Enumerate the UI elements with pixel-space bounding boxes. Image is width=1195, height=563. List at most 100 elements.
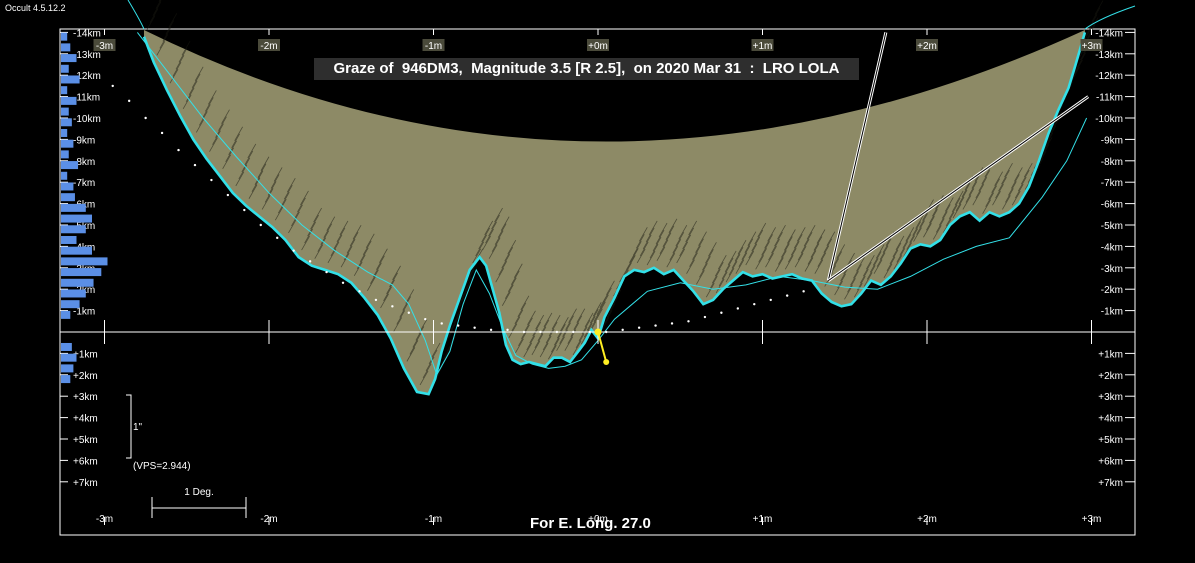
histogram-bar	[61, 150, 69, 159]
y-tick-label-right: -3km	[1101, 264, 1123, 275]
star-path-point	[226, 193, 230, 197]
histogram-bar	[61, 43, 71, 52]
star-path-point	[358, 290, 361, 293]
star-path-point	[687, 320, 690, 323]
x-tick-top-label-bg	[258, 39, 280, 51]
event-marker-line	[597, 331, 608, 363]
histogram-bar	[61, 107, 69, 116]
x-tick-top-label: +2m	[917, 41, 937, 52]
x-tick-top-label-bg	[751, 39, 774, 51]
histogram-bar	[61, 75, 80, 84]
deg-scale-label: 1 Deg.	[184, 487, 213, 498]
star-path-point	[374, 298, 378, 302]
x-tick-top-label: +0m	[588, 41, 608, 52]
x-tick-top-label: -1m	[425, 41, 442, 52]
star-path-point	[243, 208, 246, 212]
arcsec-scale-bar	[126, 394, 132, 459]
histogram-bar	[61, 86, 68, 95]
star-path-point	[506, 328, 509, 332]
chart-title: Graze of 946DM3, Magnitude 3.5 [R 2.5], …	[314, 58, 859, 80]
star-path-point	[736, 307, 740, 310]
y-tick-label-left: -1km	[73, 307, 95, 318]
star-path-point	[341, 281, 345, 284]
star-path-point	[144, 116, 147, 120]
y-tick-label-right: +5km	[1098, 435, 1123, 446]
x-tick-label: +0m	[588, 514, 608, 525]
longitude-label: For E. Long. 27.0	[530, 515, 651, 532]
star-path-point	[111, 84, 114, 88]
star-path-point	[177, 148, 180, 152]
y-tick-label-right: -9km	[1101, 135, 1123, 146]
histogram-bar	[61, 171, 68, 180]
tangent-line-core-0	[827, 32, 887, 281]
limb-edge-line	[142, 32, 1087, 396]
histogram-bar	[61, 235, 77, 244]
histogram-bar	[61, 96, 77, 105]
x-tick-label: +3m	[1082, 514, 1102, 525]
star-path-point	[802, 290, 805, 293]
star-path-point	[785, 294, 789, 297]
y-tick-label-left: -13km	[73, 50, 101, 61]
histogram-bar	[61, 300, 80, 309]
app-title: Occult 4.5.12.2	[5, 3, 66, 13]
x-tick-label: -1m	[425, 514, 442, 525]
y-tick-label-right: -1km	[1101, 307, 1123, 318]
histogram-bar	[61, 54, 77, 63]
y-tick-label-left: -14km	[73, 28, 101, 39]
y-tick-label-right: -14km	[1095, 28, 1123, 39]
x-tick-top-label-bg	[1080, 39, 1103, 51]
histogram-bar	[61, 128, 68, 137]
histogram-bar	[61, 182, 74, 191]
star-path-point	[325, 270, 328, 274]
x-tick-top-label: +1m	[753, 41, 773, 52]
y-tick-label-right: -8km	[1101, 157, 1123, 168]
tangent-line-core-1	[828, 96, 1089, 282]
x-tick-label: -2m	[260, 514, 277, 525]
x-tick-top-label-bg	[587, 39, 609, 51]
x-tick-top-label: -2m	[260, 41, 277, 52]
x-tick-label: +1m	[753, 514, 773, 525]
y-tick-label-right: -5km	[1101, 221, 1123, 232]
y-tick-label-left: +7km	[73, 478, 98, 489]
histogram-bar	[61, 342, 72, 351]
y-tick-label-right: +3km	[1098, 392, 1123, 403]
histogram-bar	[61, 139, 74, 148]
y-tick-label-left: -12km	[73, 71, 101, 82]
outer-limb-arc-right	[1084, 5, 1136, 30]
histogram-bar	[61, 64, 69, 73]
star-path-point	[160, 131, 164, 135]
x-tick-label: -3m	[96, 514, 113, 525]
y-tick-label-left: +2km	[73, 371, 98, 382]
event-end-point	[603, 358, 610, 365]
star-path-point	[407, 311, 411, 314]
star-path-point	[753, 302, 756, 306]
outer-limb-arc-left	[127, 0, 145, 30]
star-path-point	[670, 322, 674, 325]
terrain-texture	[146, 0, 1104, 388]
y-tick-label-left: -9km	[73, 135, 95, 146]
x-tick-top-label: -3m	[96, 41, 113, 52]
histogram-bar	[61, 375, 71, 384]
star-path-point	[440, 322, 443, 325]
histogram-bar	[61, 353, 77, 362]
star-path-point	[456, 324, 460, 327]
star-path-point	[572, 330, 575, 334]
histogram-bar	[61, 32, 68, 41]
histogram-bar	[61, 246, 92, 255]
star-path-point	[555, 330, 559, 334]
limb-terrain	[143, 30, 1085, 395]
y-tick-label-left: +3km	[73, 392, 98, 403]
star-path-point	[292, 249, 295, 252]
x-tick-top-label-bg	[916, 39, 938, 51]
star-path-point	[637, 326, 641, 329]
y-tick-label-right: +7km	[1098, 478, 1123, 489]
star-path-point	[391, 305, 394, 308]
y-tick-label-right: +6km	[1098, 456, 1123, 467]
histogram-bar	[61, 310, 71, 319]
star-path-point	[127, 99, 131, 103]
histogram-bar	[61, 257, 108, 266]
y-tick-label-right: +4km	[1098, 414, 1123, 425]
y-tick-label-left: -8km	[73, 157, 95, 168]
star-path-point	[424, 317, 427, 321]
